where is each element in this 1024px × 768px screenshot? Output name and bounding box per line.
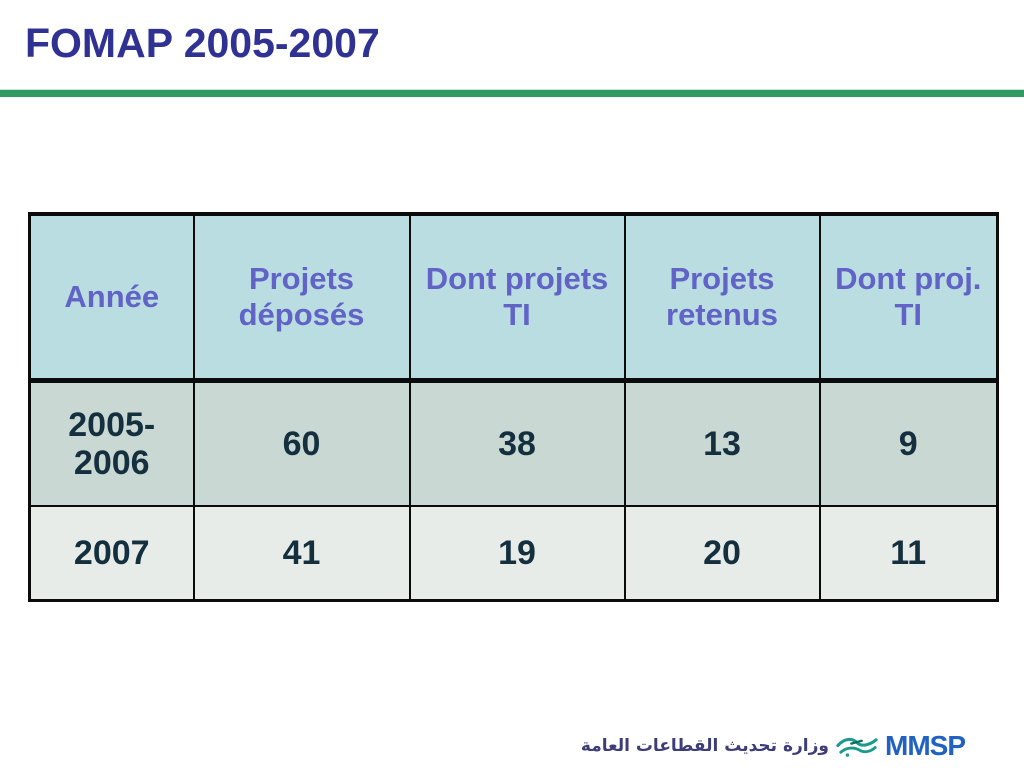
header-dont-proj-ti: Dont proj. TI	[818, 213, 999, 383]
table-row: 2007 41 19 20 11	[28, 505, 999, 601]
cell-projets-retenus: 13	[623, 379, 821, 507]
ministry-arabic-text: وزارة تحديث القطاعات العامة	[580, 736, 829, 756]
title-divider	[0, 89, 1024, 97]
table-row: 2005-2006 60 38 13 9	[28, 379, 999, 507]
projects-table: Année Projets déposés Dont projets TI Pr…	[28, 212, 999, 602]
cell-dont-projets-ti: 19	[408, 505, 626, 601]
header-dont-projets-ti: Dont projets TI	[408, 213, 626, 383]
cell-annee: 2007	[28, 505, 195, 601]
mmsp-logo-text: MMSP	[885, 730, 966, 761]
cell-dont-projets-ti: 38	[408, 379, 626, 507]
cell-projets-retenus: 20	[623, 505, 821, 601]
cell-projets-deposes: 41	[192, 505, 411, 601]
table-header-row: Année Projets déposés Dont projets TI Pr…	[28, 213, 999, 383]
header-annee: Année	[28, 213, 195, 383]
cell-dont-proj-ti: 9	[818, 379, 999, 507]
footer-brand: وزارة تحديث القطاعات العامة MMSP	[580, 729, 966, 763]
cell-annee: 2005-2006	[28, 379, 195, 507]
page-title: FOMAP 2005-2007	[25, 20, 380, 66]
ministry-logo-icon	[836, 737, 878, 757]
header-projets-retenus: Projets retenus	[623, 213, 821, 383]
cell-projets-deposes: 60	[192, 379, 411, 507]
cell-dont-proj-ti: 11	[818, 505, 999, 601]
header-projets-deposes: Projets déposés	[192, 213, 411, 383]
